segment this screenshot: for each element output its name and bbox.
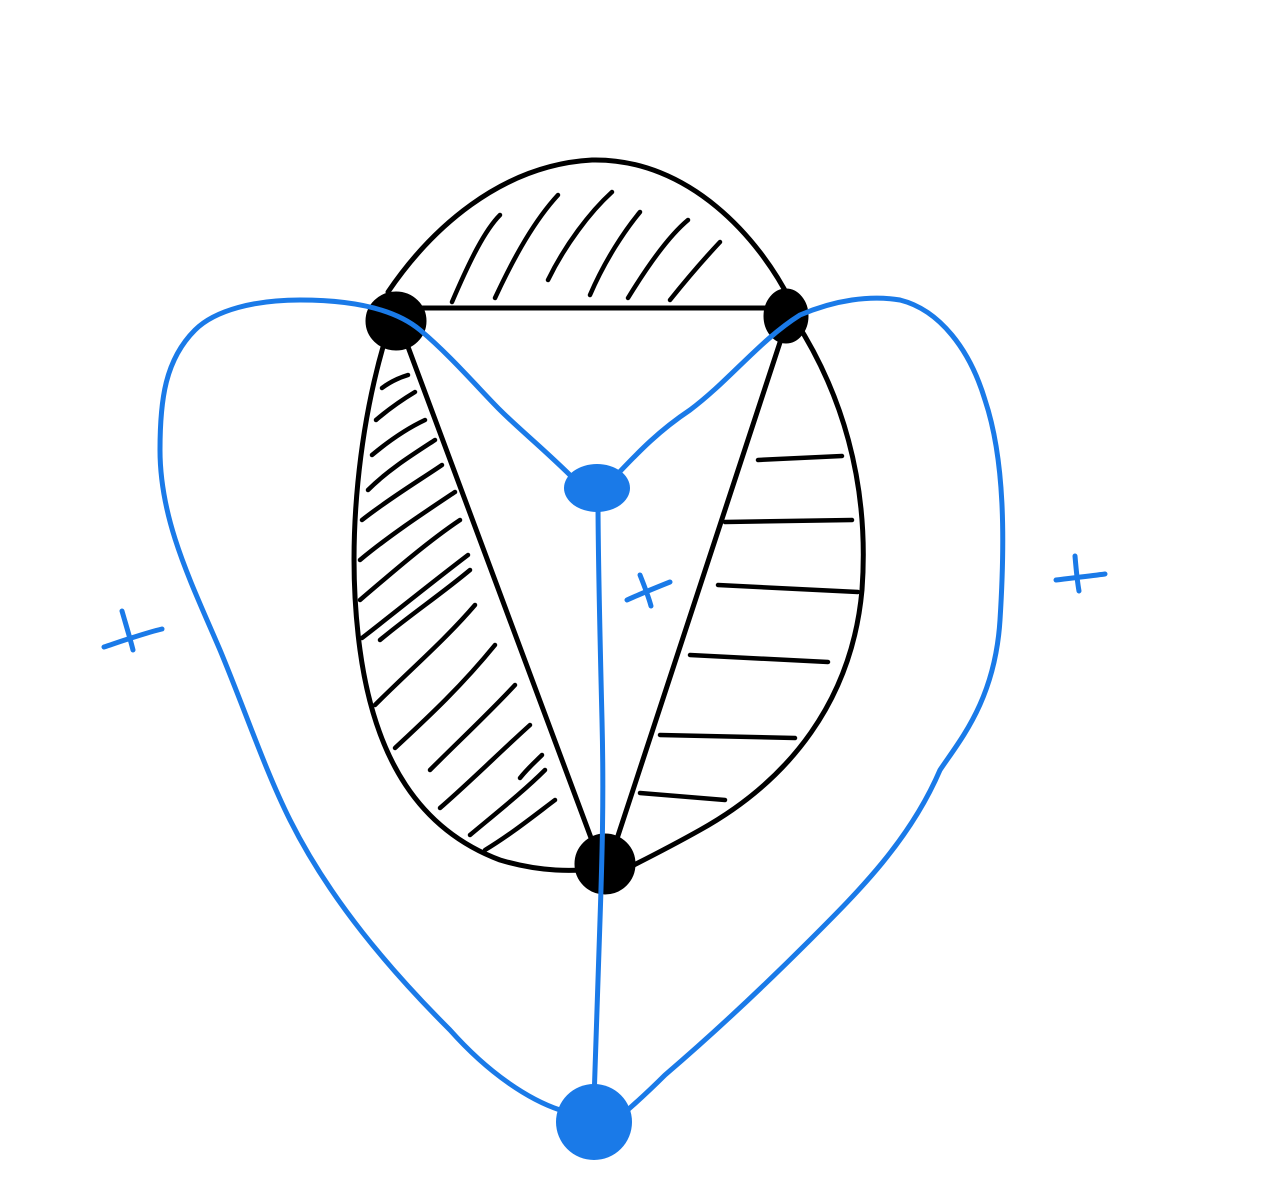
plus-mark-center	[624, 572, 673, 609]
plus-mark-left-outer	[101, 608, 165, 653]
primal-vertex-bottom	[574, 833, 636, 895]
dual-vertex-center	[564, 464, 630, 512]
outer-edge-right	[617, 317, 866, 875]
hatch-right-face	[637, 453, 861, 803]
hatch-top-face	[449, 189, 723, 305]
triangle-edge-left	[395, 317, 603, 865]
dual-graph	[157, 295, 1006, 1160]
dual-edge-right	[609, 295, 1006, 1118]
outer-edge-top	[385, 157, 793, 303]
outer-edge-left	[351, 327, 603, 873]
primal-vertex-top-left	[365, 291, 427, 351]
primal-graph	[351, 157, 866, 895]
triangle-edge-right	[607, 315, 791, 863]
hatch-left-face	[357, 372, 558, 853]
primal-vertex-top-right	[763, 288, 809, 344]
sign-marks	[101, 553, 1108, 653]
dual-edge-center	[591, 495, 606, 1103]
dual-vertex-bottom	[556, 1084, 632, 1160]
dual-edge-left	[157, 297, 578, 1113]
plus-mark-right-outer	[1053, 553, 1108, 594]
